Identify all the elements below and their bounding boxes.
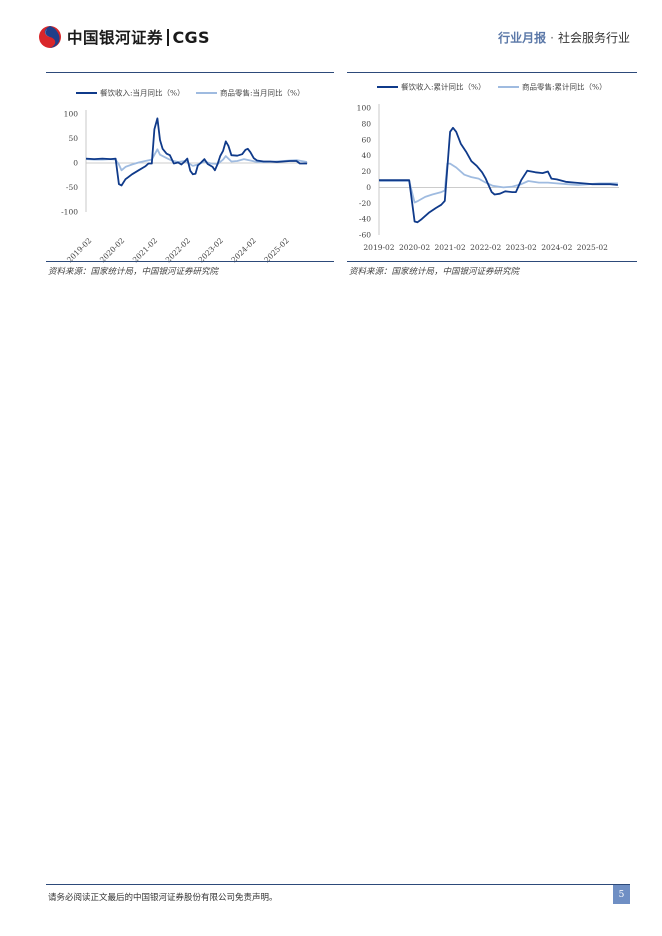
header-dot: · xyxy=(550,31,554,45)
chart1-top-rule xyxy=(46,72,334,73)
y-tick-label: 50 xyxy=(68,134,78,143)
cgs-logo-icon xyxy=(39,26,61,48)
chart1-svg: 餐饮收入:当月同比（%） 商品零售:当月同比（%）100500-50-100201… xyxy=(61,88,308,264)
x-tick-label: 2022-02 xyxy=(470,243,501,252)
logo-separator xyxy=(167,28,169,46)
y-tick-label: 80 xyxy=(361,119,371,128)
y-tick-label: 100 xyxy=(64,110,79,119)
y-tick-label: -20 xyxy=(359,199,371,208)
y-tick-label: 0 xyxy=(366,183,371,192)
x-tick-label: 2019-02 xyxy=(363,243,394,252)
footer-rule xyxy=(46,884,630,885)
y-tick-label: 20 xyxy=(361,167,371,176)
chart1-panel: 餐饮收入:当月同比（%） 商品零售:当月同比（%） 100 50 0 -50 -100 201… xyxy=(46,74,334,264)
chart2-source: 资料来源：国家统计局，中国银河证券研究院 xyxy=(349,267,520,277)
report-type: 行业月报 xyxy=(498,31,547,45)
legend-label-0: 餐饮收入:累计同比（%） xyxy=(401,82,486,92)
report-header: 行业月报 · 社会服务行业 xyxy=(498,29,630,46)
x-tick-label: 2024-02 xyxy=(541,243,572,252)
logo-text-en: CGS xyxy=(172,27,210,47)
page-number: 5 xyxy=(613,885,630,904)
logo-text-cn: 中国银河证券 xyxy=(67,29,164,47)
legend-label-1: 商品零售:累计同比（%） xyxy=(522,82,607,92)
series-line-0 xyxy=(85,117,307,187)
y-tick-label: -60 xyxy=(359,231,371,240)
chart2-svg: 餐饮收入:累计同比（%） 商品零售:累计同比（%） 100 80 60 40 20 0 -20 -… xyxy=(357,82,619,252)
legend-label-0: 餐饮收入:当月同比（%） xyxy=(100,88,185,98)
y-tick-label: 0 xyxy=(73,159,78,168)
industry-name: 社会服务行业 xyxy=(557,31,630,45)
chart1-bottom-rule xyxy=(46,261,334,262)
y-tick-label: -40 xyxy=(359,215,371,224)
chart2-top-rule xyxy=(347,72,637,73)
y-tick-label: 100 xyxy=(357,104,372,113)
x-tick-label: 2023-02 xyxy=(506,243,537,252)
y-tick-label: -50 xyxy=(66,183,78,192)
chart1-source: 资料来源：国家统计局，中国银河证券研究院 xyxy=(48,267,219,277)
series-line-0 xyxy=(379,126,618,224)
y-tick-label: 40 xyxy=(361,151,371,160)
series-line-1 xyxy=(379,162,618,204)
y-tick-label: 60 xyxy=(361,135,371,144)
legend-label-1: 商品零售:当月同比（%） xyxy=(220,88,305,98)
x-tick-label: 2025-02 xyxy=(577,243,608,252)
footer-disclaimer: 请务必阅读正文最后的中国银河证券股份有限公司免责声明。 xyxy=(48,893,278,903)
company-logo: 中国银河证券 CGS xyxy=(38,24,210,50)
chart2-panel: 餐饮收入:累计同比（%） 商品零售:累计同比（%） 100 80 60 40 20 0 -20 -… xyxy=(347,74,637,260)
x-tick-label: 2020-02 xyxy=(399,243,430,252)
chart2-bottom-rule xyxy=(347,261,637,262)
y-tick-label: -100 xyxy=(61,208,78,217)
x-tick-label: 2021-02 xyxy=(435,243,466,252)
